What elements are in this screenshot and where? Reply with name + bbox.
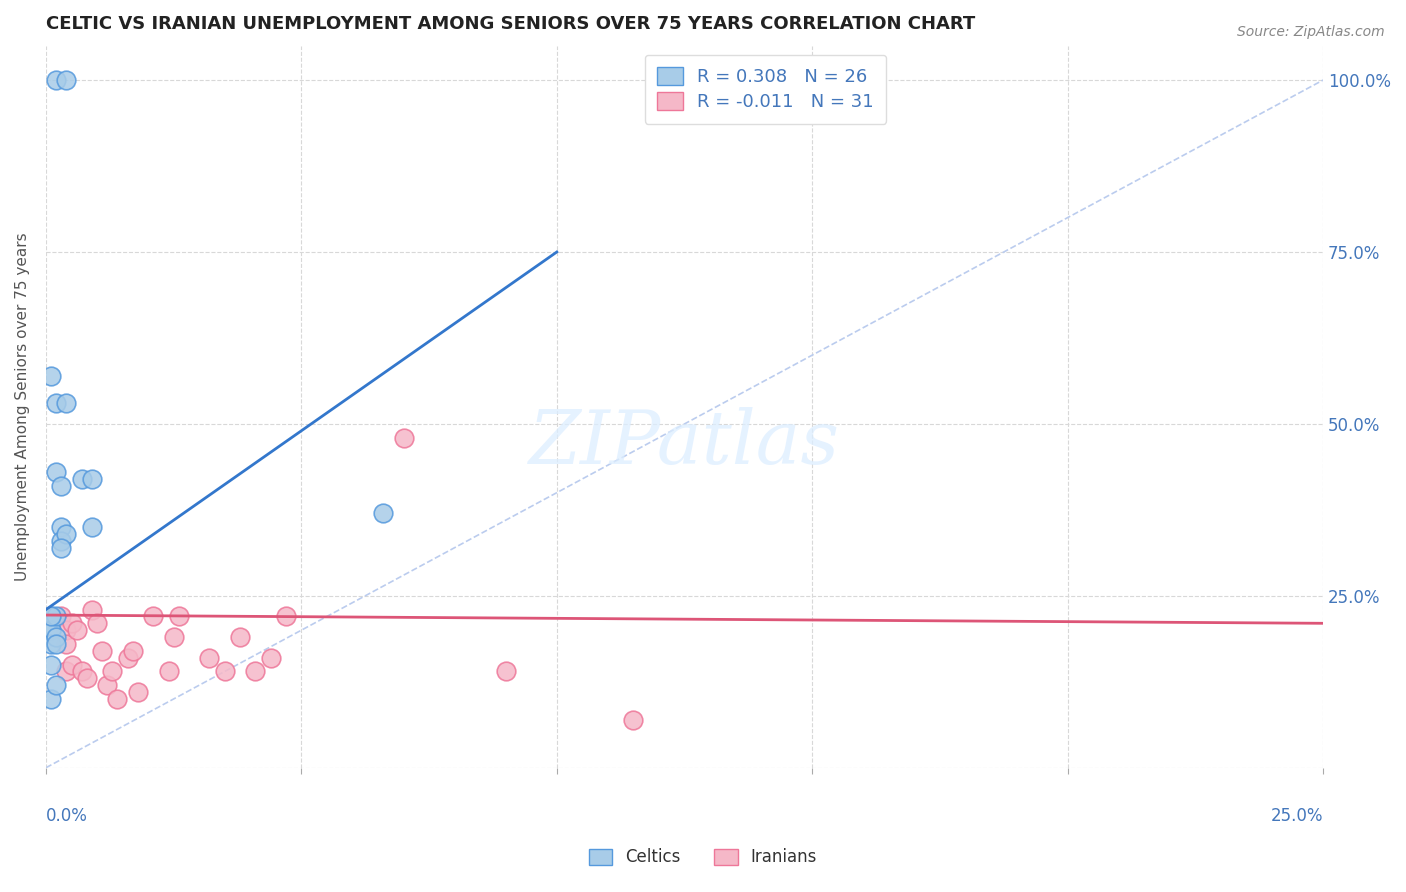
Point bbox=[96, 678, 118, 692]
Point bbox=[274, 609, 297, 624]
Point bbox=[214, 665, 236, 679]
Point bbox=[260, 650, 283, 665]
Point bbox=[101, 665, 124, 679]
Point bbox=[157, 665, 180, 679]
Point bbox=[45, 678, 67, 692]
Point bbox=[229, 630, 252, 644]
Point bbox=[163, 630, 186, 644]
Text: 25.0%: 25.0% bbox=[1271, 807, 1323, 825]
Point bbox=[60, 616, 83, 631]
Point bbox=[39, 637, 62, 651]
Point bbox=[65, 623, 87, 637]
Point bbox=[45, 609, 67, 624]
Point bbox=[76, 671, 98, 685]
Point bbox=[51, 609, 73, 624]
Point bbox=[373, 506, 395, 520]
Point bbox=[167, 609, 190, 624]
Point bbox=[51, 479, 73, 493]
Point bbox=[70, 472, 93, 486]
Point bbox=[55, 396, 77, 410]
Point bbox=[39, 623, 62, 637]
Point bbox=[51, 533, 73, 548]
Point bbox=[392, 431, 415, 445]
Point bbox=[55, 623, 77, 637]
Text: Source: ZipAtlas.com: Source: ZipAtlas.com bbox=[1237, 25, 1385, 39]
Point bbox=[107, 692, 129, 706]
Point bbox=[45, 637, 67, 651]
Text: ZIPatlas: ZIPatlas bbox=[529, 407, 839, 479]
Text: CELTIC VS IRANIAN UNEMPLOYMENT AMONG SENIORS OVER 75 YEARS CORRELATION CHART: CELTIC VS IRANIAN UNEMPLOYMENT AMONG SEN… bbox=[46, 15, 976, 33]
Point bbox=[86, 616, 108, 631]
Point bbox=[39, 609, 62, 624]
Point bbox=[127, 685, 149, 699]
Point bbox=[45, 630, 67, 644]
Point bbox=[39, 657, 62, 672]
Point bbox=[80, 472, 103, 486]
Point bbox=[80, 602, 103, 616]
Legend: Celtics, Iranians: Celtics, Iranians bbox=[582, 842, 824, 873]
Point bbox=[45, 396, 67, 410]
Point bbox=[45, 73, 67, 87]
Point bbox=[198, 650, 221, 665]
Point bbox=[495, 665, 517, 679]
Point bbox=[45, 465, 67, 479]
Point bbox=[142, 609, 165, 624]
Y-axis label: Unemployment Among Seniors over 75 years: Unemployment Among Seniors over 75 years bbox=[15, 233, 30, 581]
Point bbox=[121, 644, 143, 658]
Point bbox=[623, 713, 645, 727]
Text: 0.0%: 0.0% bbox=[46, 807, 87, 825]
Point bbox=[80, 520, 103, 534]
Point bbox=[51, 520, 73, 534]
Point bbox=[39, 623, 62, 637]
Point bbox=[117, 650, 139, 665]
Point bbox=[51, 541, 73, 555]
Point bbox=[39, 692, 62, 706]
Point bbox=[39, 368, 62, 383]
Point bbox=[245, 665, 267, 679]
Point bbox=[55, 665, 77, 679]
Point bbox=[39, 609, 62, 624]
Point bbox=[91, 644, 114, 658]
Legend: R = 0.308   N = 26, R = -0.011   N = 31: R = 0.308 N = 26, R = -0.011 N = 31 bbox=[644, 54, 886, 124]
Point bbox=[55, 527, 77, 541]
Point bbox=[70, 665, 93, 679]
Point bbox=[55, 73, 77, 87]
Point bbox=[60, 657, 83, 672]
Point bbox=[55, 637, 77, 651]
